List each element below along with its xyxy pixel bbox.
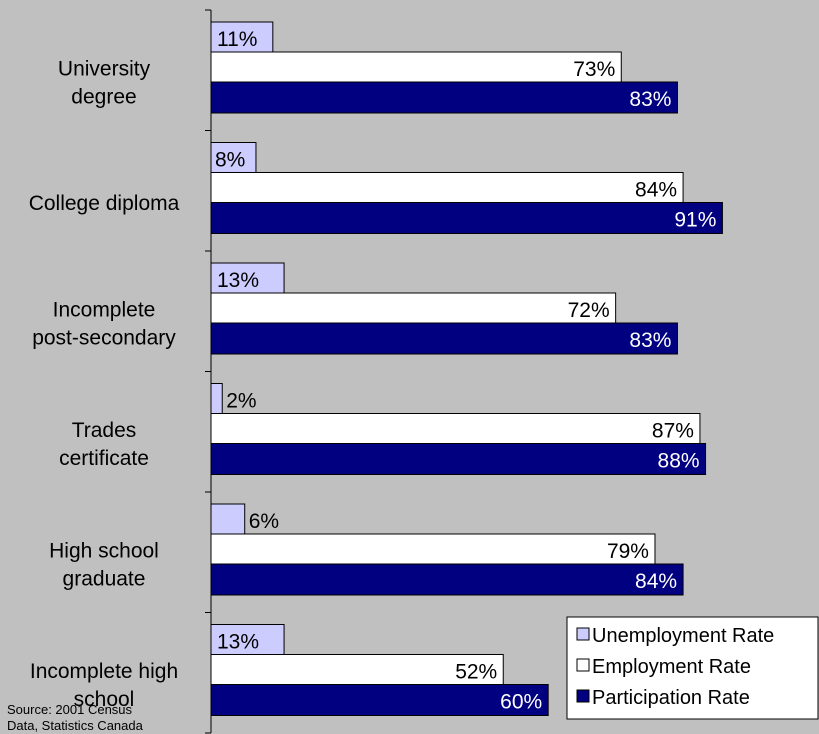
- bar-unemployment-rate: [210, 624, 285, 656]
- data-label: 73%: [573, 58, 615, 81]
- data-label: 2%: [226, 390, 256, 413]
- data-label: 88%: [658, 450, 700, 473]
- category-label-line: graduate: [63, 568, 146, 591]
- data-label: 6%: [249, 510, 279, 533]
- legend: Unemployment Rate Employment Rate Partic…: [566, 616, 819, 720]
- bar-participation-rate: [210, 563, 684, 596]
- category-label: Trades certificate: [59, 419, 149, 470]
- data-label: 52%: [455, 661, 497, 684]
- category-label: College diploma: [29, 192, 180, 215]
- category-label-line: Trades: [72, 419, 137, 442]
- data-label: 83%: [629, 88, 671, 111]
- category-label-line: University: [58, 58, 151, 81]
- category-label: High school graduate: [49, 540, 159, 591]
- category-label: Incomplete high school: [30, 660, 178, 711]
- data-label: 84%: [635, 179, 677, 202]
- source-line-2: Data, Statistics Canada: [7, 718, 144, 733]
- legend-label-participation: Participation Rate: [592, 687, 750, 709]
- category-label-line: certificate: [59, 447, 149, 470]
- legend-item-participation: Participation Rate: [576, 687, 750, 709]
- data-label: 83%: [629, 329, 671, 352]
- bar-participation-rate: [210, 443, 707, 475]
- legend-box: [566, 616, 819, 720]
- bar-unemployment-rate: [210, 503, 246, 536]
- data-label: 13%: [217, 631, 259, 654]
- y-axis: [205, 9, 212, 734]
- bar-employment-rate: [210, 292, 617, 325]
- bar-participation-rate: [210, 322, 678, 355]
- bar-participation-rate: [210, 81, 678, 114]
- data-label: 8%: [215, 149, 245, 172]
- legend-label-unemployment: Unemployment Rate: [592, 625, 774, 647]
- category-label: University degree: [58, 58, 151, 109]
- bars: 11% 73% 83% 8% 84% 91% 13% 72% 83% 2% 87% 88% 6% 79% 8…: [210, 21, 723, 716]
- category-label-line: post-secondary: [32, 327, 176, 350]
- category-label-line: Incomplete high: [30, 660, 178, 683]
- bar-participation-rate: [210, 684, 549, 716]
- category-labels: University degree College diploma Incomplet…: [29, 58, 180, 712]
- category-label: Incomplete post-secondary: [32, 299, 176, 350]
- data-label: 79%: [607, 540, 649, 563]
- data-label: 11%: [217, 28, 257, 51]
- data-label: 84%: [635, 570, 677, 593]
- bar-employment-rate: [210, 654, 504, 686]
- legend-item-unemployment: Unemployment Rate: [576, 625, 774, 647]
- category-label-line: school: [74, 688, 135, 711]
- source-line-1: Source: 2001 Census: [7, 702, 133, 717]
- data-label: 72%: [568, 299, 610, 322]
- data-label: 87%: [652, 420, 694, 443]
- bar-participation-rate: [210, 202, 723, 234]
- data-label: 13%: [217, 269, 259, 292]
- category-label-line: Incomplete: [53, 299, 156, 322]
- bar-employment-rate: [210, 51, 622, 84]
- bar-employment-rate: [210, 413, 701, 445]
- bar-unemployment-rate: [210, 262, 285, 295]
- category-label-line: High school: [49, 540, 159, 563]
- data-label: 91%: [674, 209, 716, 232]
- category-label-line: degree: [71, 86, 136, 109]
- source-note: Source: 2001 Census Data, Statistics Can…: [7, 702, 144, 733]
- bar-unemployment-rate: [210, 383, 223, 415]
- legend-swatch-employment: [576, 658, 590, 672]
- bar-employment-rate: [210, 533, 656, 566]
- bar-employment-rate: [210, 172, 684, 204]
- legend-label-employment: Employment Rate: [592, 656, 751, 678]
- bar-unemployment-rate: [210, 21, 274, 54]
- legend-swatch-unemployment: [576, 627, 590, 641]
- category-label-line: College diploma: [29, 192, 180, 215]
- data-label: 60%: [500, 691, 542, 714]
- legend-swatch-participation: [576, 689, 590, 703]
- legend-item-employment: Employment Rate: [576, 656, 751, 678]
